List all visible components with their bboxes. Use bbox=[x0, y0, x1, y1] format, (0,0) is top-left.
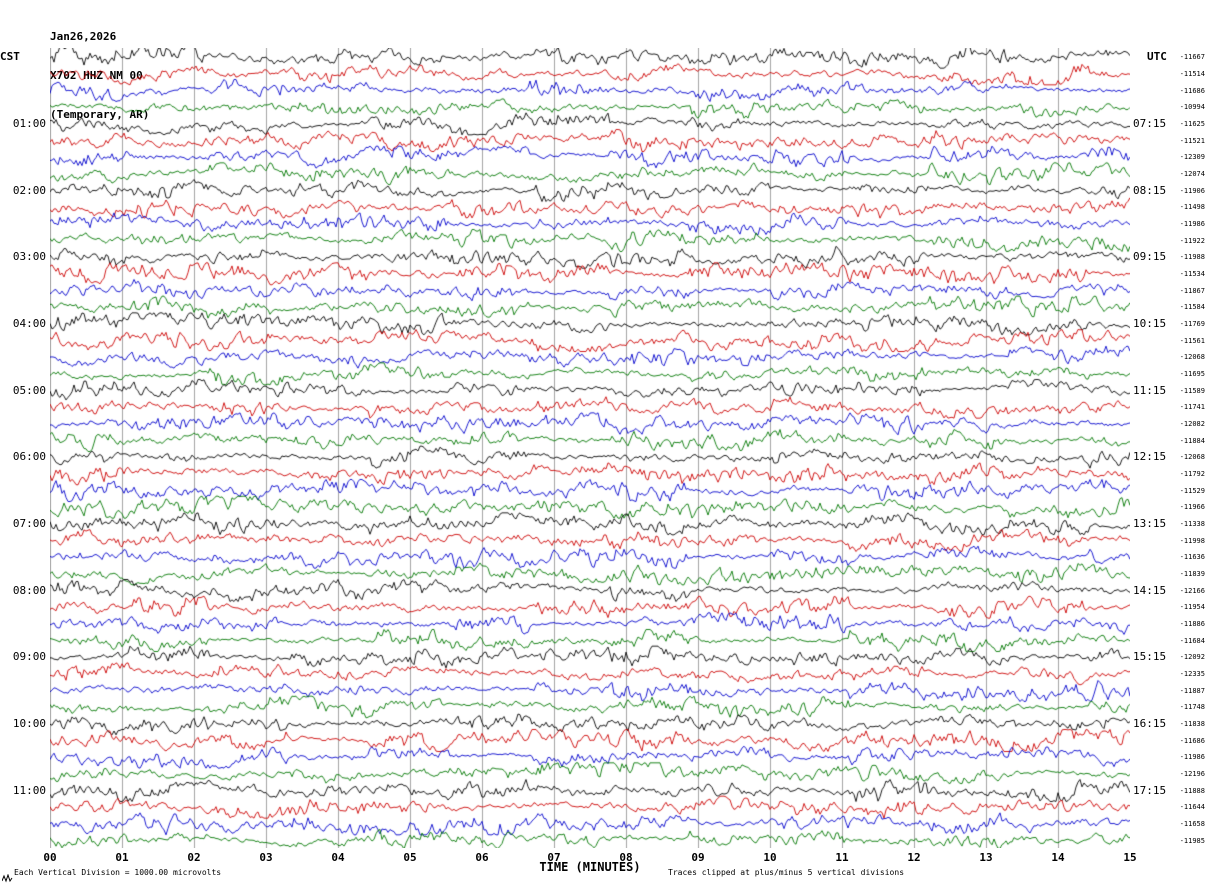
row-value-label: -12092 bbox=[1179, 653, 1205, 662]
left-hour-label: 06:00 bbox=[12, 450, 46, 464]
left-hour-label: 09:00 bbox=[12, 650, 46, 664]
row-value-label: -11888 bbox=[1179, 786, 1205, 795]
row-value-label: -11922 bbox=[1179, 236, 1205, 245]
row-value-label: -11748 bbox=[1179, 703, 1205, 712]
row-value-label: -12068 bbox=[1179, 453, 1205, 462]
row-value-label: -11498 bbox=[1179, 203, 1205, 212]
right-hour-label: 10:15 bbox=[1133, 316, 1167, 330]
row-value-label: -12196 bbox=[1179, 769, 1205, 778]
right-hour-label: 07:15 bbox=[1133, 116, 1167, 130]
row-value-label: -11589 bbox=[1179, 386, 1205, 395]
row-value-label: -11966 bbox=[1179, 503, 1205, 512]
row-value-label: -12335 bbox=[1179, 669, 1205, 678]
row-value-label: -11695 bbox=[1179, 369, 1205, 378]
row-value-label: -11838 bbox=[1179, 719, 1205, 728]
left-axis-header: CST bbox=[0, 50, 20, 63]
row-value-label: -11906 bbox=[1179, 186, 1205, 195]
row-value-label: -11839 bbox=[1179, 569, 1205, 578]
left-hour-label: 08:00 bbox=[12, 583, 46, 597]
row-value-label: -11514 bbox=[1179, 69, 1205, 78]
right-hour-label: 17:15 bbox=[1133, 783, 1167, 797]
row-value-label: -11644 bbox=[1179, 803, 1205, 812]
scale-note: Each Vertical Division = 1000.00 microvo… bbox=[14, 868, 222, 877]
left-hour-label: 10:00 bbox=[12, 716, 46, 730]
row-value-label: -12082 bbox=[1179, 419, 1205, 428]
right-hour-label: 15:15 bbox=[1133, 650, 1167, 664]
row-value-label: -11561 bbox=[1179, 336, 1205, 345]
row-value-label: -11521 bbox=[1179, 136, 1205, 145]
row-value-label: -11998 bbox=[1179, 536, 1205, 545]
row-value-label: -10994 bbox=[1179, 103, 1205, 112]
row-value-label: -11986 bbox=[1179, 219, 1205, 228]
row-value-label: -11534 bbox=[1179, 269, 1205, 278]
row-value-label: -11636 bbox=[1179, 553, 1205, 562]
row-value-label: -11741 bbox=[1179, 403, 1205, 412]
right-hour-label: 14:15 bbox=[1133, 583, 1167, 597]
right-hour-label: 11:15 bbox=[1133, 383, 1167, 397]
left-hour-label: 02:00 bbox=[12, 183, 46, 197]
row-value-label: -11584 bbox=[1179, 303, 1205, 312]
row-value-label: -11338 bbox=[1179, 519, 1205, 528]
right-hour-label: 09:15 bbox=[1133, 250, 1167, 264]
right-hour-label: 13:15 bbox=[1133, 516, 1167, 530]
left-hour-label: 11:00 bbox=[12, 783, 46, 797]
left-hour-label: 04:00 bbox=[12, 316, 46, 330]
squiggle-glyph-icon bbox=[2, 874, 13, 883]
row-value-label: -11529 bbox=[1179, 486, 1205, 495]
clip-note: Traces clipped at plus/minus 5 vertical … bbox=[668, 868, 905, 877]
row-value-label: -11686 bbox=[1179, 86, 1205, 95]
right-hour-label: 12:15 bbox=[1133, 450, 1167, 464]
row-value-label: -12074 bbox=[1179, 169, 1205, 178]
row-value-label: -11769 bbox=[1179, 319, 1205, 328]
left-hour-label: 05:00 bbox=[12, 383, 46, 397]
row-value-label: -11792 bbox=[1179, 469, 1205, 478]
row-value-label: -11884 bbox=[1179, 436, 1205, 445]
left-hour-label: 01:00 bbox=[12, 116, 46, 130]
row-value-label: -11658 bbox=[1179, 819, 1205, 828]
row-value-label: -11954 bbox=[1179, 603, 1205, 612]
row-value-label: -11886 bbox=[1179, 619, 1205, 628]
row-value-label: -12166 bbox=[1179, 586, 1205, 595]
right-hour-label: 16:15 bbox=[1133, 716, 1167, 730]
row-value-label: -11625 bbox=[1179, 119, 1205, 128]
row-value-label: -11887 bbox=[1179, 686, 1205, 695]
row-value-label: -11986 bbox=[1179, 753, 1205, 762]
right-hour-label: 08:15 bbox=[1133, 183, 1167, 197]
row-value-label: -12068 bbox=[1179, 353, 1205, 362]
left-hour-label: 07:00 bbox=[12, 516, 46, 530]
left-hour-label: 03:00 bbox=[12, 250, 46, 264]
row-value-label: -11867 bbox=[1179, 286, 1205, 295]
x-axis-title: TIME (MINUTES) bbox=[539, 860, 641, 874]
row-value-label: -11988 bbox=[1179, 253, 1205, 262]
seismogram-traces-canvas bbox=[50, 48, 1130, 848]
row-value-label: -11985 bbox=[1179, 836, 1205, 845]
right-axis-header: UTC bbox=[1147, 50, 1167, 63]
row-value-label: -12309 bbox=[1179, 153, 1205, 162]
row-value-label: -11686 bbox=[1179, 736, 1205, 745]
row-value-label: -11684 bbox=[1179, 636, 1205, 645]
title-date: Jan26,2026 bbox=[50, 30, 117, 43]
